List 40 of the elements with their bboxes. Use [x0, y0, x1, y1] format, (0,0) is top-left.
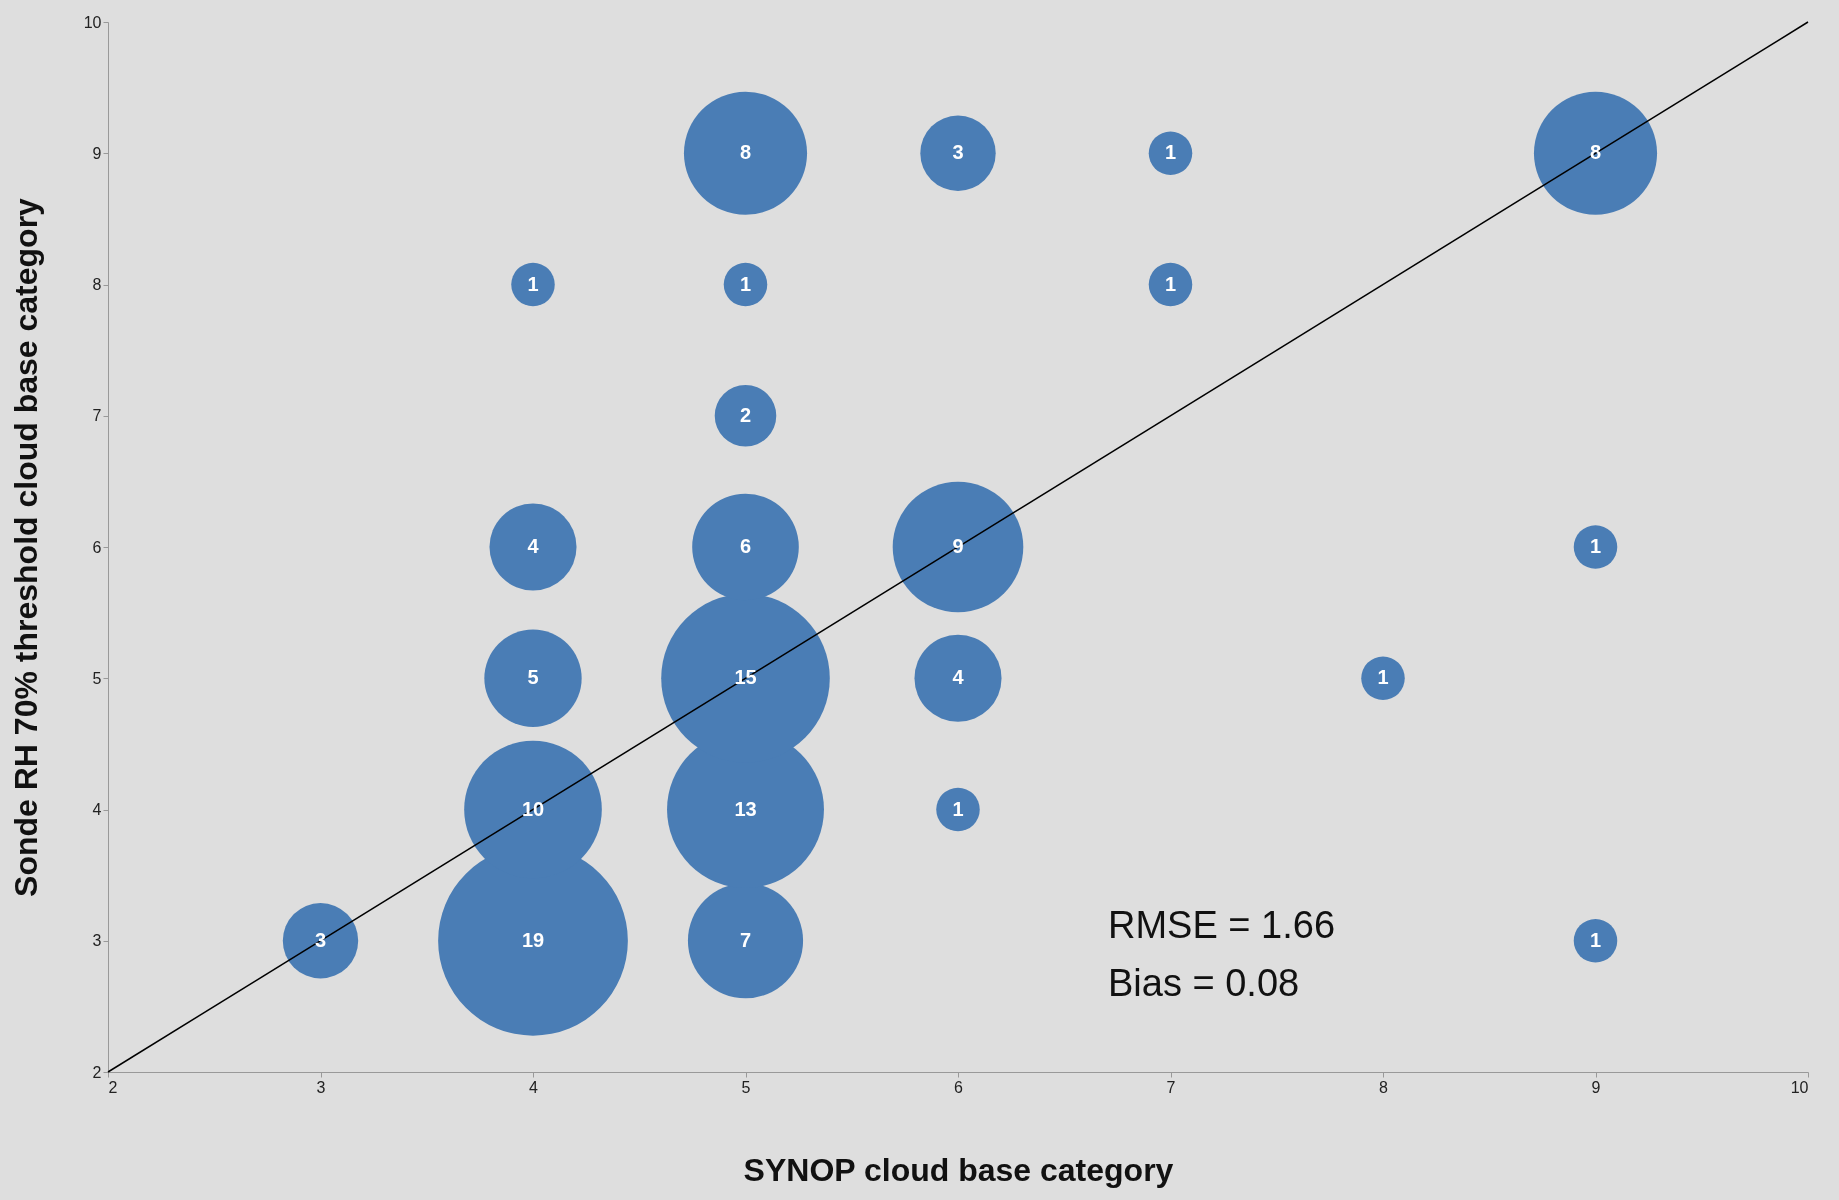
data-label: 7	[739, 928, 752, 951]
y-axis-title: Sonde RH 70% threshold cloud base category	[7, 197, 44, 897]
data-label: 1	[527, 272, 539, 295]
data-label: 1	[1589, 535, 1602, 557]
data-label: 1	[1164, 272, 1177, 295]
y-tick-label: 10	[83, 13, 102, 31]
data-label: 2	[739, 403, 752, 426]
x-axis-title: SYNOP cloud base category	[743, 1151, 1174, 1188]
y-tick-label: 8	[92, 276, 102, 293]
data-label: 4	[527, 535, 540, 557]
annotation: Bias = 0.08	[1108, 962, 1300, 1004]
data-label: 6	[739, 535, 752, 557]
data-label: 1	[952, 797, 964, 820]
x-tick-label: 9	[1591, 1078, 1601, 1096]
data-label: 8	[739, 141, 752, 164]
y-tick-label: 3	[92, 932, 102, 950]
data-label: 19	[521, 928, 545, 951]
y-tick-label: 7	[92, 407, 102, 425]
data-label: 1	[739, 272, 752, 295]
x-tick-label: 7	[1166, 1078, 1176, 1096]
data-label: 1	[1164, 141, 1177, 164]
x-tick-label: 3	[316, 1078, 326, 1096]
data-label: 1	[1377, 666, 1389, 689]
y-tick-label: 6	[92, 538, 102, 556]
data-label: 1	[1589, 928, 1602, 951]
x-tick-label: 6	[954, 1078, 964, 1096]
data-label: 13	[734, 797, 757, 820]
x-tick-label: 10	[1790, 1078, 1809, 1096]
annotation: RMSE = 1.66	[1108, 904, 1336, 946]
y-tick-label: 9	[92, 144, 102, 162]
x-tick-label: 2	[108, 1078, 118, 1096]
y-tick-label: 5	[92, 669, 102, 687]
x-tick-label: 8	[1379, 1078, 1389, 1096]
x-tick-label: 4	[529, 1078, 539, 1096]
data-label: 3	[952, 141, 964, 164]
data-label: 5	[527, 666, 539, 689]
y-tick-label: 4	[92, 801, 102, 818]
x-tick-label: 5	[741, 1078, 751, 1096]
y-tick-label: 2	[92, 1063, 102, 1081]
data-label: 4	[952, 666, 965, 689]
